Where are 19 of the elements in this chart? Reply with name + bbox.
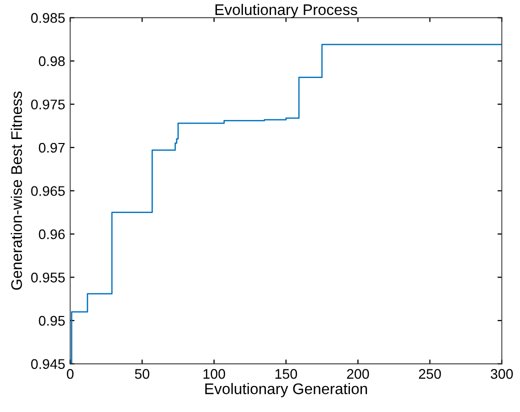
y-tick-label: 0.97 (38, 142, 65, 153)
y-tick-label: 0.95 (38, 316, 65, 326)
x-tick-label: 0 (66, 369, 74, 379)
x-tick-label: 200 (347, 369, 369, 379)
y-tick-label: 0.98 (38, 56, 65, 66)
x-tick-label: 100 (204, 369, 226, 379)
x-tick-label: 300 (490, 369, 513, 379)
x-tick-label: 50 (134, 369, 150, 379)
x-tick-label: 250 (418, 369, 441, 379)
y-tick-label: 0.96 (38, 229, 65, 240)
y-axis-title: Generation-wise Best Fitness (10, 92, 22, 290)
y-tick-label: 0.965 (31, 186, 65, 196)
y-tick-label: 0.945 (31, 359, 65, 369)
y-tick-label: 0.985 (31, 13, 65, 23)
y-tick-label: 0.955 (31, 272, 65, 282)
x-axis-title: Evolutionary Generation (205, 382, 367, 398)
y-tick-label: 0.975 (31, 100, 65, 110)
chart-title: Evolutionary Process (216, 4, 358, 18)
x-tick-label: 150 (275, 369, 298, 379)
